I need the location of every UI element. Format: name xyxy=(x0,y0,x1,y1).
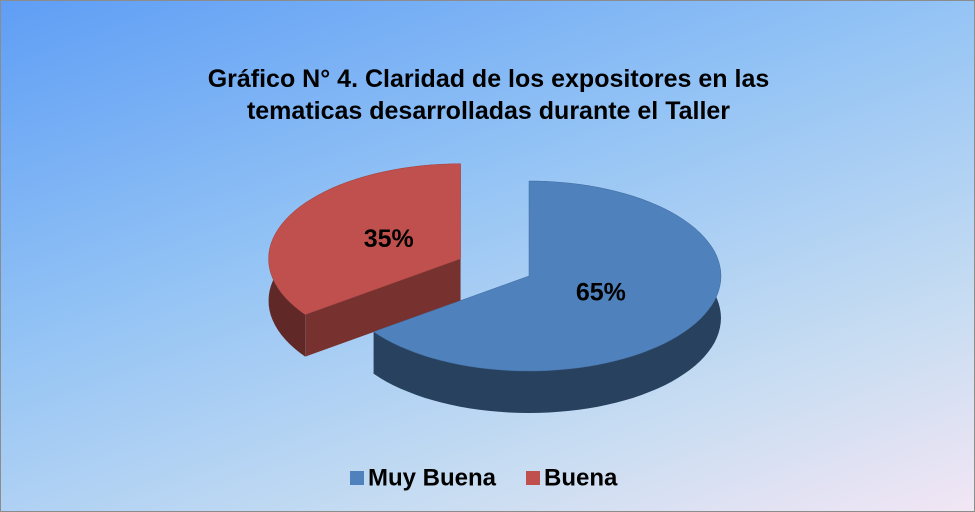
legend-swatch xyxy=(350,471,364,485)
legend-label: Muy Buena xyxy=(368,464,497,491)
chart-title: Gráfico N° 4. Claridad de los expositore… xyxy=(207,65,770,125)
slice-side xyxy=(373,181,721,413)
slice-wall xyxy=(305,258,461,357)
slice xyxy=(373,180,722,372)
data-label: 35% xyxy=(364,225,414,253)
slice xyxy=(268,163,461,315)
legend-label: Buena xyxy=(544,464,618,491)
legend-swatch xyxy=(526,471,540,485)
data-label: 65% xyxy=(576,279,626,307)
